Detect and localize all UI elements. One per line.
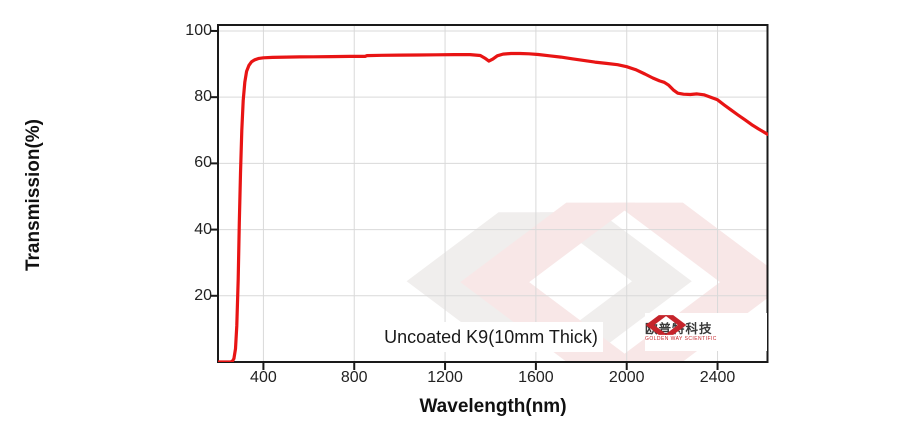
plot-frame [217,24,769,363]
brand-name-en: GOLDEN WAY SCIENTIFIC [645,335,717,342]
transmission-curve-line [218,51,768,362]
transmission-curve [218,51,768,362]
x-axis-title: Wavelength(nm) [419,396,567,417]
brand-logo-icon [645,315,687,335]
gridlines [218,25,768,362]
x-tick-label-1200: 1200 [427,369,463,386]
y-tick-label-80: 80 [194,88,212,106]
x-tick-label-2400: 2400 [699,369,736,386]
y-tick-label-60: 60 [194,154,212,172]
y-axis-title: Transmission(%) [23,118,44,272]
x-tick-label-1600: 1600 [518,369,554,386]
axis-ticks [210,29,719,370]
x-tick-label-800: 800 [340,369,368,386]
y-tick-label-100: 100 [185,21,212,39]
curve-annotation: Uncoated K9(10mm Thick) [379,322,603,352]
y-tick-label-40: 40 [194,220,212,238]
y-tick-label-20: 20 [194,286,212,304]
plot-border [217,24,769,363]
x-tick-label-400: 400 [250,369,277,386]
brand-logo: 欧普特科技 GOLDEN WAY SCIENTIFIC [645,313,767,351]
x-tick-label-2000: 2000 [608,369,645,386]
